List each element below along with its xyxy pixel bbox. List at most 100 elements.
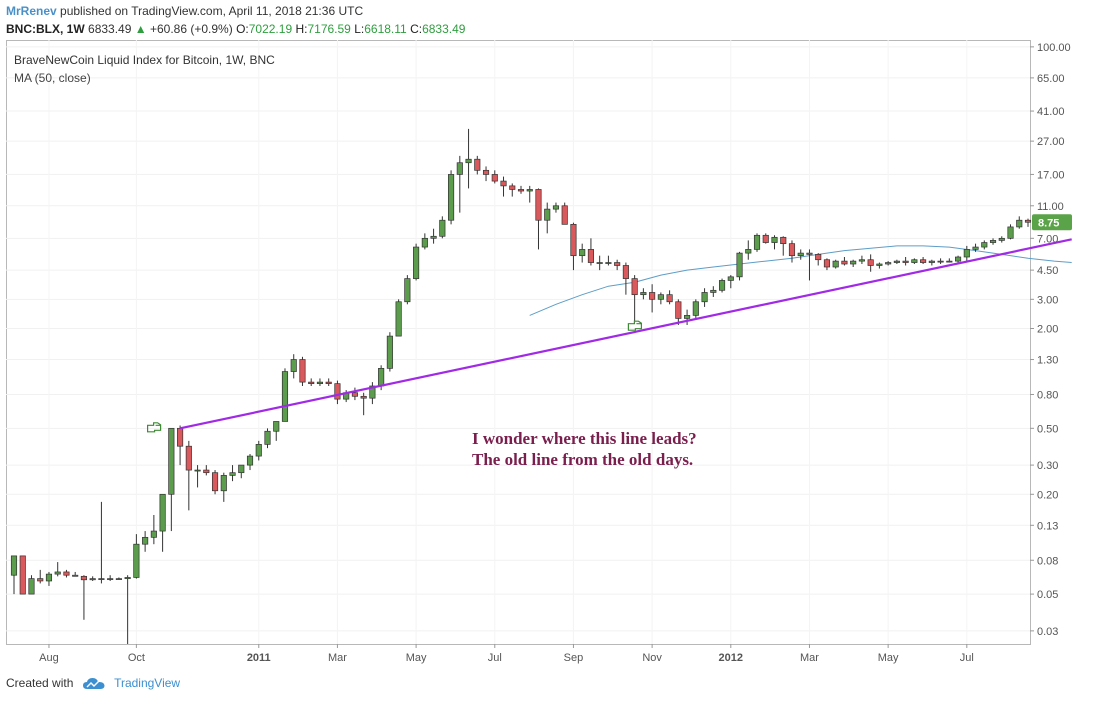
- chart-frame: [6, 40, 1031, 645]
- candle: [788, 240, 796, 263]
- candle: [404, 275, 411, 305]
- candle: [107, 575, 114, 581]
- candle: [701, 288, 708, 307]
- candle: [649, 284, 656, 313]
- candle-body: [448, 174, 455, 221]
- candle: [491, 170, 498, 184]
- candle: [570, 222, 577, 271]
- candle: [124, 575, 131, 644]
- chart-subtitle: MA (50, close): [14, 71, 91, 85]
- candle-body: [753, 234, 761, 250]
- y-axis: 100.00 65.00 41.00 27.00 17.00 11.00 7.00 4.50 3…: [1030, 42, 1071, 638]
- candle-body: [430, 235, 437, 239]
- trendline-layer: [179, 238, 1072, 430]
- candle-body: [561, 205, 568, 225]
- candle: [54, 562, 61, 577]
- candle-body: [981, 242, 988, 248]
- high-label: H:: [295, 22, 308, 36]
- candle: [185, 440, 192, 511]
- candle: [771, 235, 778, 250]
- candle-body: [701, 292, 708, 303]
- candle: [753, 233, 761, 252]
- candle: [299, 356, 306, 387]
- candle-body: [238, 464, 245, 474]
- candle: [727, 275, 734, 289]
- candle-body: [946, 260, 953, 263]
- candle-body: [535, 189, 542, 221]
- candle-series: [10, 128, 1032, 644]
- candle-body: [89, 578, 96, 581]
- candle: [80, 575, 87, 620]
- candle-body: [745, 249, 752, 254]
- tradingview-logo-icon: [82, 678, 105, 690]
- candle-body: [299, 359, 306, 383]
- candle: [797, 249, 804, 260]
- candle: [605, 255, 612, 266]
- candle-body: [893, 260, 900, 263]
- tradingview-link[interactable]: TradingView: [114, 676, 181, 690]
- candle-body: [325, 381, 332, 384]
- candle: [526, 185, 533, 203]
- y-tick-label: 0.50: [1037, 423, 1058, 435]
- candle-body: [19, 555, 26, 595]
- candle: [902, 257, 909, 266]
- high-value: 7176.59: [307, 22, 351, 36]
- candle-body: [220, 475, 227, 492]
- publish-info: MrRenev published on TradingView.com, Ap…: [6, 4, 363, 18]
- candle: [972, 243, 979, 252]
- candle-body: [465, 158, 472, 164]
- candle: [290, 354, 297, 379]
- candle: [640, 288, 647, 300]
- candle: [928, 259, 935, 266]
- price-chart[interactable]: 100.00 65.00 41.00 27.00 17.00 11.00 7.00 4.50 3…: [0, 40, 1094, 668]
- candle-body: [736, 252, 743, 278]
- close-value: 6833.49: [422, 22, 466, 36]
- hand-pointer-icon: [147, 422, 162, 433]
- x-tick-label: Aug: [39, 652, 59, 664]
- candle-body: [491, 174, 498, 182]
- grid: [6, 40, 1030, 644]
- candle-body: [989, 240, 997, 243]
- candle: [28, 575, 35, 595]
- y-tick-label: 7.00: [1037, 233, 1058, 245]
- candle: [946, 258, 953, 263]
- trendline[interactable]: [179, 238, 1072, 430]
- candle-body: [570, 223, 577, 257]
- candle: [823, 258, 831, 271]
- candle: [858, 255, 865, 264]
- candle-body: [194, 469, 201, 472]
- candle: [194, 465, 201, 488]
- y-tick-label: 2.00: [1037, 324, 1058, 336]
- candle-body: [885, 262, 892, 265]
- created-with-text: Created with: [6, 676, 74, 690]
- candle-body: [823, 259, 831, 268]
- candle-body: [727, 276, 734, 281]
- candle-body: [1016, 219, 1023, 228]
- candle: [430, 228, 437, 244]
- candle-body: [841, 260, 848, 265]
- candle: [255, 440, 262, 461]
- candle-body: [963, 249, 970, 258]
- candle-body: [876, 263, 883, 266]
- candle: [89, 576, 96, 581]
- candle: [456, 155, 463, 213]
- ma-line: [529, 245, 1072, 316]
- candle: [684, 309, 691, 325]
- candle-body: [587, 249, 594, 263]
- candle: [657, 292, 664, 305]
- candle-body: [920, 259, 927, 263]
- y-tick-label: 0.20: [1037, 489, 1058, 501]
- marker-layer: [147, 320, 643, 433]
- candle: [937, 258, 944, 264]
- candle: [963, 245, 970, 262]
- candle: [273, 421, 280, 441]
- candle: [1024, 218, 1032, 227]
- change-arrow-icon: ▲: [134, 22, 147, 36]
- candle-body: [509, 185, 516, 190]
- candle-body: [369, 385, 376, 399]
- y-tick-label: 0.13: [1037, 520, 1058, 532]
- candle-body: [386, 335, 393, 369]
- candle: [885, 261, 892, 266]
- candle: [150, 515, 157, 545]
- author-link[interactable]: MrRenev: [6, 4, 57, 18]
